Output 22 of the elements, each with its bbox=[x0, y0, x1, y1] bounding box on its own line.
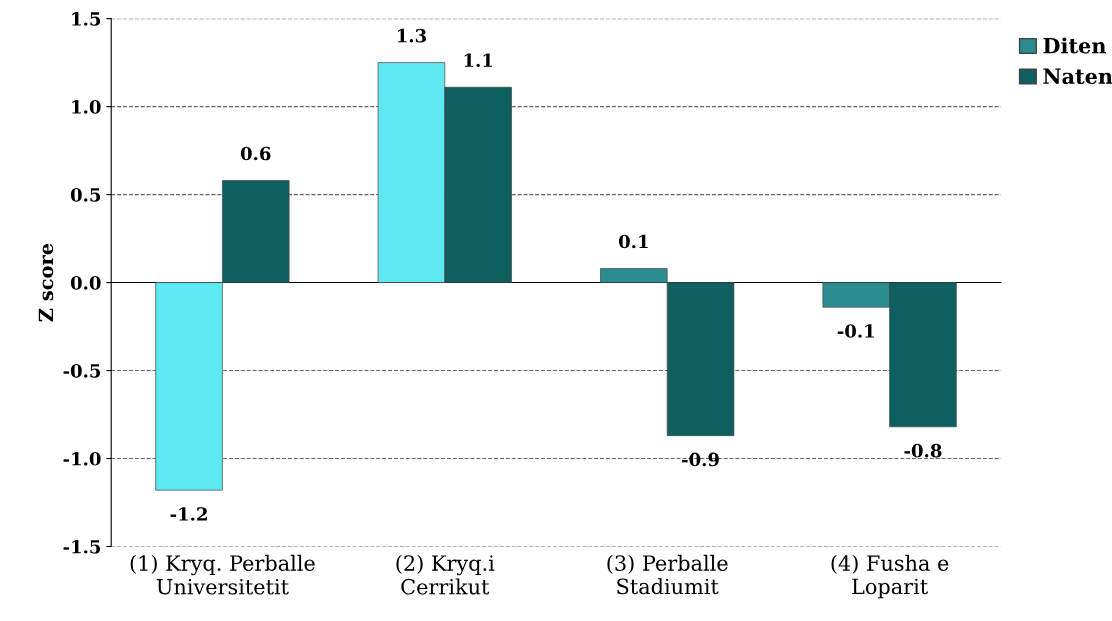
data-label: -0.9 bbox=[682, 452, 719, 467]
y-tick-label: 0.0 bbox=[70, 276, 101, 290]
y-tick-label: -0.5 bbox=[63, 363, 101, 378]
data-label: 0.1 bbox=[618, 234, 648, 249]
data-label: -1.2 bbox=[170, 507, 207, 521]
y-axis-title: Z score bbox=[38, 243, 54, 322]
data-label: -0.1 bbox=[837, 324, 874, 338]
legend-label: Diten bbox=[1043, 37, 1106, 54]
data-label: 0.6 bbox=[240, 146, 271, 161]
y-tick-label: -1.5 bbox=[63, 539, 101, 554]
y-tick-label: 1.0 bbox=[72, 100, 101, 114]
y-tick-label: 1.5 bbox=[72, 12, 101, 26]
data-label: 1.1 bbox=[464, 53, 493, 68]
y-tick-label: 0.5 bbox=[70, 188, 101, 202]
data-label: -0.8 bbox=[904, 443, 942, 458]
x-tick-label: (1) Kryq. Perballe Universitetit bbox=[130, 554, 315, 595]
data-label: 1.3 bbox=[397, 28, 426, 43]
x-tick-label: (3) Perballe Stadiumit bbox=[607, 554, 728, 595]
x-tick-label: (2) Kryq.i Cerrikut bbox=[396, 554, 495, 595]
x-tick-label: (4) Fusha e Loparit bbox=[831, 554, 949, 599]
y-tick-label: -1.0 bbox=[63, 451, 101, 466]
legend-label: Naten bbox=[1043, 68, 1112, 85]
